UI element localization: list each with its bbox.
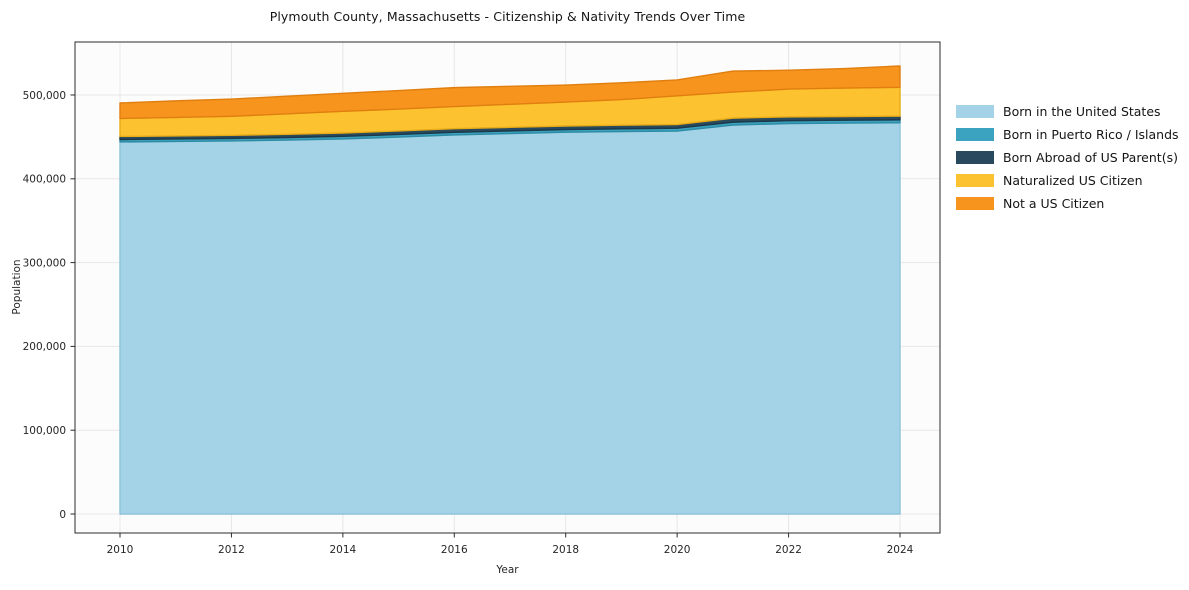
y-tick-label: 100,000 [23,425,66,437]
y-tick-label: 200,000 [23,341,66,353]
y-tick-label: 300,000 [23,257,66,269]
x-tick-label: 2012 [218,544,245,556]
legend-label: Born Abroad of US Parent(s) [1003,150,1178,165]
x-tick-label: 2020 [664,544,691,556]
legend-swatch [956,151,994,164]
x-tick-label: 2010 [107,544,134,556]
y-tick-label: 500,000 [23,90,66,102]
y-axis-label: Population [11,259,23,315]
legend-label: Naturalized US Citizen [1003,173,1143,188]
x-tick-label: 2024 [887,544,914,556]
legend-swatch [956,174,994,187]
axis-ticks [70,94,901,538]
x-tick-label: 2016 [441,544,468,556]
legend-item-born-in-puerto-rico-islands: Born in Puerto Rico / Islands [956,127,1179,142]
legend-swatch [956,197,994,210]
chart-title: Plymouth County, Massachusetts - Citizen… [269,9,746,24]
area-not-a-us-citizen [119,65,901,120]
x-axis-label: Year [496,564,519,576]
legend-item-born-in-the-united-states: Born in the United States [956,104,1179,119]
x-tick-label: 2022 [775,544,802,556]
stacked-areas [119,65,901,515]
x-tick-label: 2014 [329,544,356,556]
legend-item-naturalized-us-citizen: Naturalized US Citizen [956,173,1179,188]
legend-swatch [956,105,994,118]
area-born-in-the-united-states [119,122,901,515]
y-tick-label: 400,000 [23,174,66,186]
legend-swatch [956,128,994,141]
legend: Born in the United States Born in Puerto … [956,104,1179,211]
legend-label: Not a US Citizen [1003,196,1105,211]
axes-box [74,41,941,534]
x-tick-label: 2018 [552,544,579,556]
legend-item-not-a-us-citizen: Not a US Citizen [956,196,1179,211]
legend-label: Born in the United States [1003,104,1161,119]
legend-label: Born in Puerto Rico / Islands [1003,127,1179,142]
tick-labels: 0 100,000 200,000 300,000 400,000 500,000 2010… [23,90,914,556]
y-tick-label: 0 [59,509,66,521]
legend-item-born-abroad-of-us-parent-s: Born Abroad of US Parent(s) [956,150,1179,165]
